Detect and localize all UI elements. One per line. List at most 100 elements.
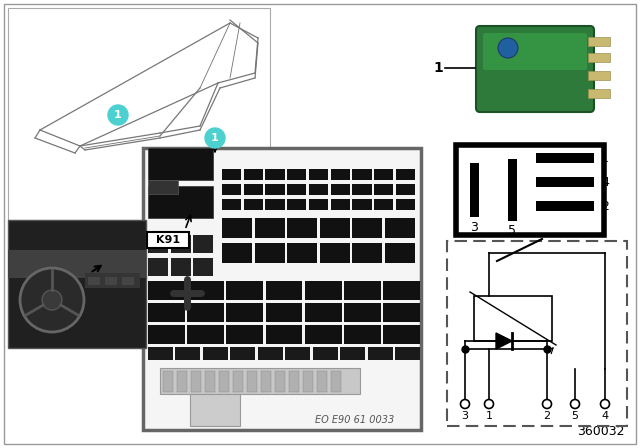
Bar (309, 169, 328, 180)
Text: 4: 4 (602, 411, 609, 421)
Bar (353, 169, 372, 180)
Bar (244, 199, 263, 210)
Bar (266, 184, 285, 195)
Bar (227, 325, 263, 344)
Circle shape (42, 290, 62, 310)
Bar (230, 347, 255, 360)
Text: 2: 2 (543, 411, 550, 421)
Bar (85, 273, 140, 288)
Bar (222, 218, 252, 238)
Bar (313, 347, 338, 360)
Circle shape (20, 268, 84, 332)
Bar (219, 371, 229, 392)
Bar (536, 153, 594, 163)
Bar (222, 243, 252, 263)
Bar (395, 347, 420, 360)
Bar (227, 303, 263, 322)
Bar (266, 303, 302, 322)
Bar (175, 347, 200, 360)
Bar (331, 371, 341, 392)
Bar (190, 394, 240, 426)
Bar (320, 243, 350, 263)
Bar (456, 145, 604, 235)
Bar (289, 371, 299, 392)
Bar (255, 218, 285, 238)
Bar (191, 371, 201, 392)
Bar (143, 148, 421, 430)
Bar (588, 71, 610, 80)
Bar (309, 199, 328, 210)
Bar (340, 347, 365, 360)
Bar (266, 169, 285, 180)
Text: 5: 5 (572, 411, 579, 421)
Bar (188, 281, 224, 300)
Text: K91: K91 (156, 235, 180, 245)
Bar (266, 325, 302, 344)
Bar (8, 250, 146, 278)
Bar (205, 371, 215, 392)
Text: 1: 1 (601, 151, 609, 164)
Bar (385, 218, 415, 238)
Text: 1: 1 (486, 411, 493, 421)
Bar (470, 163, 479, 217)
Bar (305, 325, 342, 344)
Bar (148, 180, 178, 194)
Bar (287, 199, 307, 210)
Bar (287, 184, 307, 195)
Circle shape (108, 105, 128, 125)
Bar (275, 371, 285, 392)
Bar (8, 220, 146, 348)
Text: 3: 3 (470, 220, 478, 233)
Bar (588, 53, 610, 62)
Circle shape (461, 400, 470, 409)
FancyBboxPatch shape (483, 33, 587, 70)
Bar (344, 303, 381, 322)
Text: 3: 3 (461, 411, 468, 421)
Text: EO E90 61 0033: EO E90 61 0033 (316, 415, 395, 425)
Bar (122, 277, 134, 285)
Bar (287, 169, 307, 180)
Bar (188, 325, 224, 344)
Bar (588, 37, 610, 46)
Bar (396, 184, 415, 195)
Bar (247, 371, 257, 392)
Polygon shape (496, 333, 512, 349)
Bar (383, 303, 420, 322)
Bar (305, 281, 342, 300)
Bar (317, 371, 327, 392)
Bar (222, 184, 241, 195)
Bar (222, 169, 241, 180)
Bar (383, 325, 420, 344)
Bar (353, 199, 372, 210)
Circle shape (543, 400, 552, 409)
Bar (344, 281, 381, 300)
Bar (148, 303, 185, 322)
Bar (193, 258, 213, 276)
Text: 2: 2 (601, 199, 609, 212)
Bar (331, 169, 350, 180)
Bar (193, 235, 213, 253)
Bar (536, 201, 594, 211)
Bar (447, 241, 627, 426)
Circle shape (484, 400, 493, 409)
Bar (163, 371, 173, 392)
Bar (170, 258, 191, 276)
Bar (177, 371, 187, 392)
Bar (285, 347, 310, 360)
Bar (383, 281, 420, 300)
Bar (374, 169, 393, 180)
Bar (8, 8, 270, 220)
Text: 4: 4 (601, 176, 609, 189)
Circle shape (570, 400, 579, 409)
Bar (148, 347, 173, 360)
Bar (588, 89, 610, 98)
Bar (258, 347, 283, 360)
Bar (385, 243, 415, 263)
FancyBboxPatch shape (476, 26, 594, 112)
Text: 1: 1 (114, 110, 122, 120)
Bar (303, 371, 313, 392)
Text: 360032: 360032 (577, 425, 625, 438)
Bar (320, 218, 350, 238)
Bar (396, 169, 415, 180)
Bar (305, 303, 342, 322)
